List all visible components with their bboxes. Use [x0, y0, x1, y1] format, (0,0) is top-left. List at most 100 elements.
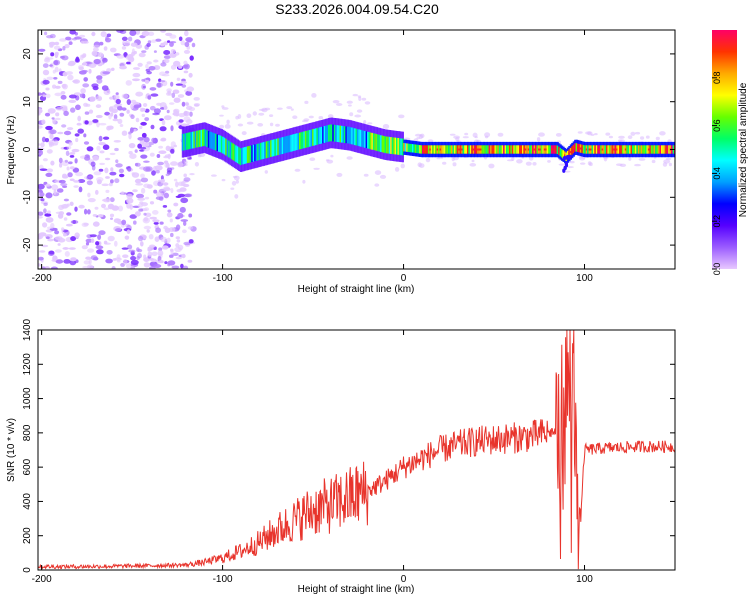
noise-blob [45, 192, 53, 199]
noise-blob [46, 226, 54, 230]
noise-blob [181, 101, 186, 107]
noise-blob [78, 186, 83, 193]
halo-blob [336, 172, 343, 177]
noise-blob [153, 221, 159, 225]
spectrogram-ylabel: Frequency (Hz) [6, 116, 17, 185]
halo-blob [594, 133, 598, 136]
trace-core [371, 132, 374, 150]
noise-blob [51, 138, 58, 142]
noise-blob [157, 161, 165, 166]
snr-xlabel: Height of straight line (km) [298, 584, 415, 595]
trace-core [349, 127, 352, 144]
halo-blob [455, 137, 460, 141]
noise-blob [63, 198, 69, 202]
noise-blob [103, 46, 108, 51]
noise-blob [147, 246, 151, 252]
noise-blob [170, 232, 174, 238]
halo-blob [308, 115, 314, 119]
halo-blob [628, 156, 632, 161]
noise-blob [53, 59, 61, 66]
trace-core [293, 134, 296, 151]
noise-blob [160, 175, 164, 181]
noise-blob [153, 50, 157, 53]
noise-blob [68, 141, 73, 146]
trace-core [451, 145, 454, 154]
noise-blob [42, 79, 50, 85]
noise-blob [159, 260, 164, 264]
dip-blob [564, 161, 569, 166]
trace-peak [527, 148, 530, 151]
noise-blob [144, 207, 150, 212]
trace-core [332, 124, 335, 142]
noise-blob [58, 179, 66, 184]
noise-blob [53, 189, 57, 195]
noise-blob [70, 107, 76, 113]
trace-core [264, 141, 267, 159]
trace-core [629, 145, 632, 154]
noise-blob [66, 212, 72, 216]
noise-blob [57, 80, 63, 84]
trace-core [443, 145, 446, 154]
trace-peak [493, 148, 496, 151]
noise-blob [87, 198, 96, 203]
noise-blob [46, 35, 54, 39]
trace-peak [558, 149, 561, 152]
noise-blob [52, 69, 56, 74]
snr-xtick-label: 100 [576, 574, 593, 585]
noise-blob [44, 213, 52, 217]
halo-blob [309, 157, 316, 161]
noise-blob [78, 34, 86, 38]
halo-blob [418, 163, 425, 169]
trace-core [265, 141, 268, 159]
trace-core [236, 146, 239, 164]
trace-core [446, 145, 449, 154]
noise-blob [148, 234, 154, 240]
trace-core [517, 145, 520, 154]
noise-blob [153, 189, 158, 194]
trace-core [626, 145, 629, 154]
noise-blob [69, 201, 74, 206]
trace-core [656, 145, 659, 154]
noise-blob [164, 115, 172, 121]
trace-core [301, 131, 305, 149]
noise-blob [102, 57, 108, 63]
noise-blob [154, 236, 160, 242]
trace-core [341, 125, 344, 143]
noise-blob [170, 148, 175, 154]
noise-blob [95, 104, 102, 108]
trace-core [361, 130, 364, 147]
noise-blob [162, 182, 169, 186]
trace-peak [665, 148, 668, 151]
noise-blob [175, 181, 179, 188]
noise-blob [122, 254, 129, 258]
noise-blob [82, 83, 90, 88]
trace-core [244, 147, 247, 164]
halo-blob [420, 133, 425, 138]
noise-blob [44, 112, 51, 117]
trace-core [207, 130, 210, 148]
noise-blob [61, 124, 67, 128]
noise-blob [70, 257, 77, 262]
trace-core [449, 145, 452, 154]
noise-blob [87, 61, 93, 65]
noise-blob [109, 96, 114, 100]
noise-blob [64, 44, 70, 49]
noise-blob [149, 201, 155, 205]
trace-core [339, 125, 342, 143]
trace-core [319, 127, 322, 144]
halo-blob [211, 174, 217, 177]
trace-peak [426, 148, 429, 151]
noise-blob [175, 224, 181, 231]
noise-blob [75, 171, 84, 177]
trace-core [258, 143, 261, 161]
noise-blob [77, 115, 82, 122]
colorbar-label: Normalized spectral amplitude [738, 82, 749, 217]
noise-blob [83, 133, 87, 138]
trace-core [317, 127, 321, 145]
halo-blob [608, 135, 614, 139]
halo-blob [246, 113, 252, 118]
halo-blob [327, 114, 334, 119]
halo-blob [634, 163, 641, 167]
trace-core [246, 146, 250, 164]
trace-peak [574, 146, 577, 149]
